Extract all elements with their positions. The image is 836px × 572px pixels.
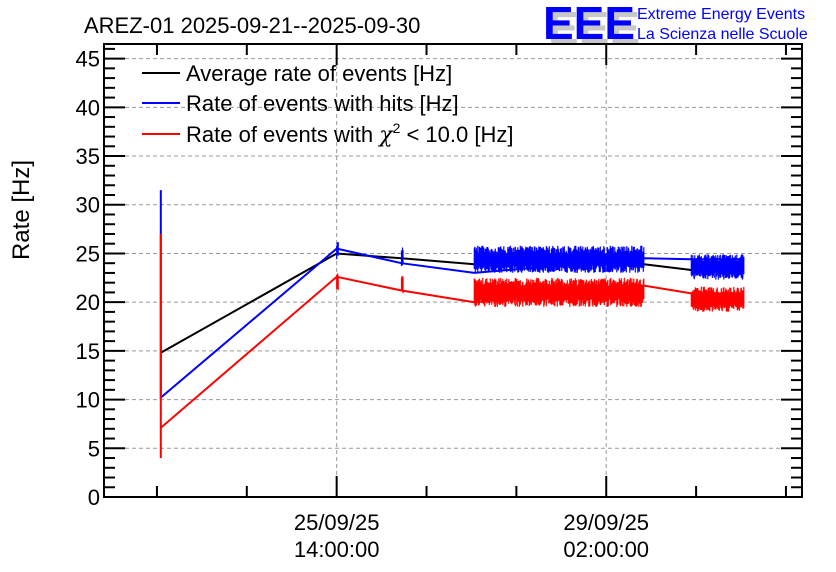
x-tick-label-time: 02:00:00 <box>563 537 649 562</box>
eee-logo-line1: Extreme Energy Events <box>637 6 805 23</box>
x-tick-label-date: 29/09/25 <box>563 510 649 535</box>
plot-frame <box>103 43 803 498</box>
y-tick-label: 0 <box>88 485 100 510</box>
y-tick-label: 5 <box>88 436 100 461</box>
y-tick-label: 15 <box>76 339 100 364</box>
eee-logo: EEE EEE Extreme Energy Events La Scienza… <box>543 0 808 54</box>
eee-logo-line2: La Scienza nelle Scuole <box>637 26 808 43</box>
y-tick-label: 10 <box>76 388 100 413</box>
chart-title: AREZ-01 2025-09-21--2025-09-30 <box>84 13 420 38</box>
series-noise-band <box>336 242 339 260</box>
legend: Average rate of events [Hz] Rate of event… <box>142 61 513 148</box>
eee-logo-letters: EEE <box>543 0 635 49</box>
y-tick-label: 45 <box>76 47 100 72</box>
y-tick-label: 20 <box>76 290 100 315</box>
legend-label: Rate of events with χ2 < 10.0 [Hz] <box>186 120 513 148</box>
y-tick-label: 30 <box>76 193 100 218</box>
series-noise-band <box>400 247 404 266</box>
series-noise-band <box>400 276 404 294</box>
legend-label: Rate of events with hits [Hz] <box>186 91 459 116</box>
series-noise-band <box>690 286 745 312</box>
series-group <box>159 190 745 458</box>
series-noise-band <box>473 245 645 273</box>
legend-label: Average rate of events [Hz] <box>186 61 452 86</box>
y-axis-label: Rate [Hz] <box>8 160 35 260</box>
series-line <box>159 234 745 458</box>
series-noise-band <box>690 254 745 280</box>
eee-logo-shadow: EEE <box>548 2 640 54</box>
series-noise-band <box>473 277 645 307</box>
y-tick-label: 40 <box>76 95 100 120</box>
series-line <box>159 190 745 400</box>
y-tick-label: 25 <box>76 241 100 266</box>
y-tick-label: 35 <box>76 144 100 169</box>
series-noise-band <box>336 273 339 291</box>
x-tick-label-time: 14:00:00 <box>294 537 380 562</box>
series-line <box>160 252 745 354</box>
x-tick-label-date: 25/09/25 <box>294 510 380 535</box>
